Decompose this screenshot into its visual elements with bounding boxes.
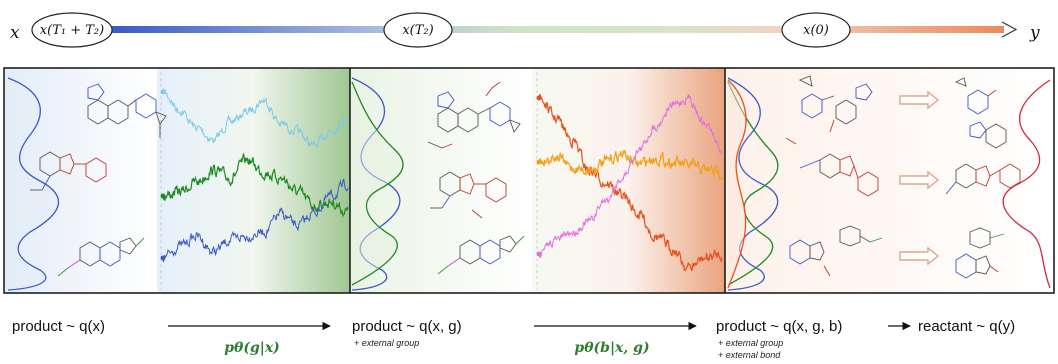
timeline-node-mid: [383, 12, 453, 48]
trajectory-magenta: [538, 94, 723, 259]
caption-stage2-note: + external group: [354, 338, 419, 348]
caption-stage3: product ~ q(x, g, b): [716, 318, 842, 335]
panel-diffusion-group: [157, 68, 350, 293]
trajectory-red-orange: [538, 93, 723, 272]
molecule-3b: [785, 137, 879, 197]
trajectory-light-blue-start: [160, 89, 166, 95]
molecules-panel-2: [427, 81, 525, 275]
molecule-1c: [57, 237, 145, 277]
molecule-2a: [437, 81, 521, 133]
trajectory-light-blue: [162, 88, 349, 149]
distributions: [7, 77, 1051, 291]
trajectory-magenta-start: [536, 251, 542, 257]
distribution-q-xg: [351, 81, 404, 286]
model-label-bond: pθ(b|x, g): [574, 340, 649, 356]
timeline-node-end: [781, 12, 851, 48]
distribution-q-x: [7, 77, 60, 291]
molecule-3a: [798, 75, 873, 133]
molecules-panel-3: [785, 75, 883, 277]
reaction-arrow-1: [899, 90, 940, 110]
molecules-reactants: [945, 77, 1021, 279]
molecules-panel-1: [30, 83, 167, 277]
timeline-node-start: [31, 12, 113, 48]
caption-stage3-note2: + external bond: [718, 350, 781, 360]
timeline-node-mid-label: x(T₂): [402, 23, 433, 38]
trajectories: [160, 88, 723, 272]
trajectory-orange-start: [536, 159, 542, 165]
molecule-2b: [427, 141, 507, 209]
timeline-end-symbol: y: [1029, 23, 1040, 43]
captions: product ~ q(x) pθ(g|x) product ~ q(x, g)…: [12, 318, 1015, 360]
main-panel-border: [3, 67, 1055, 294]
caption-stage2: product ~ q(x, g): [352, 318, 462, 335]
molecule-1a: [87, 83, 167, 138]
timeline-arrowhead: [1001, 21, 1018, 38]
caption-stage1: product ~ q(x): [12, 318, 105, 335]
molecule-r3: [955, 227, 1005, 279]
timeline: x y x(T₁ + T₂) x(T₂) x(0): [10, 12, 1040, 48]
caption-final: reactant ~ q(y): [918, 318, 1015, 335]
panel-diffusion-bond: [532, 68, 725, 293]
molecule-r2: [945, 163, 1021, 195]
timeline-bar: [112, 26, 1004, 33]
molecule-3c: [789, 225, 883, 277]
model-label-group: pθ(g|x): [224, 340, 280, 356]
caption-stage3-note1: + external group: [718, 338, 783, 348]
distribution-q-x-3: [727, 77, 779, 291]
distribution-q-xg-2: [727, 81, 779, 286]
trajectory-blue: [162, 178, 349, 263]
reaction-arrows: [899, 90, 940, 266]
distribution-q-x-2: [351, 77, 401, 291]
reaction-arrow-3: [899, 246, 940, 266]
distribution-q-y: [1002, 79, 1051, 289]
molecule-2c: [437, 209, 525, 275]
trajectory-orange: [538, 149, 723, 181]
timeline-start-symbol: x: [10, 23, 20, 43]
molecule-1b: [30, 151, 107, 191]
trajectory-green-start: [160, 193, 166, 199]
timeline-node-start-label: x(T₁ + T₂): [40, 23, 104, 38]
main-panel: [3, 67, 1055, 294]
trajectory-red-start: [536, 95, 542, 101]
molecule-r1: [954, 77, 1007, 149]
trajectory-blue-start: [160, 255, 166, 261]
panel-products-final: [725, 68, 1054, 293]
distribution-q-xgb: [727, 79, 747, 289]
reaction-arrow-2: [899, 170, 940, 190]
timeline-node-end-label: x(0): [803, 23, 829, 38]
